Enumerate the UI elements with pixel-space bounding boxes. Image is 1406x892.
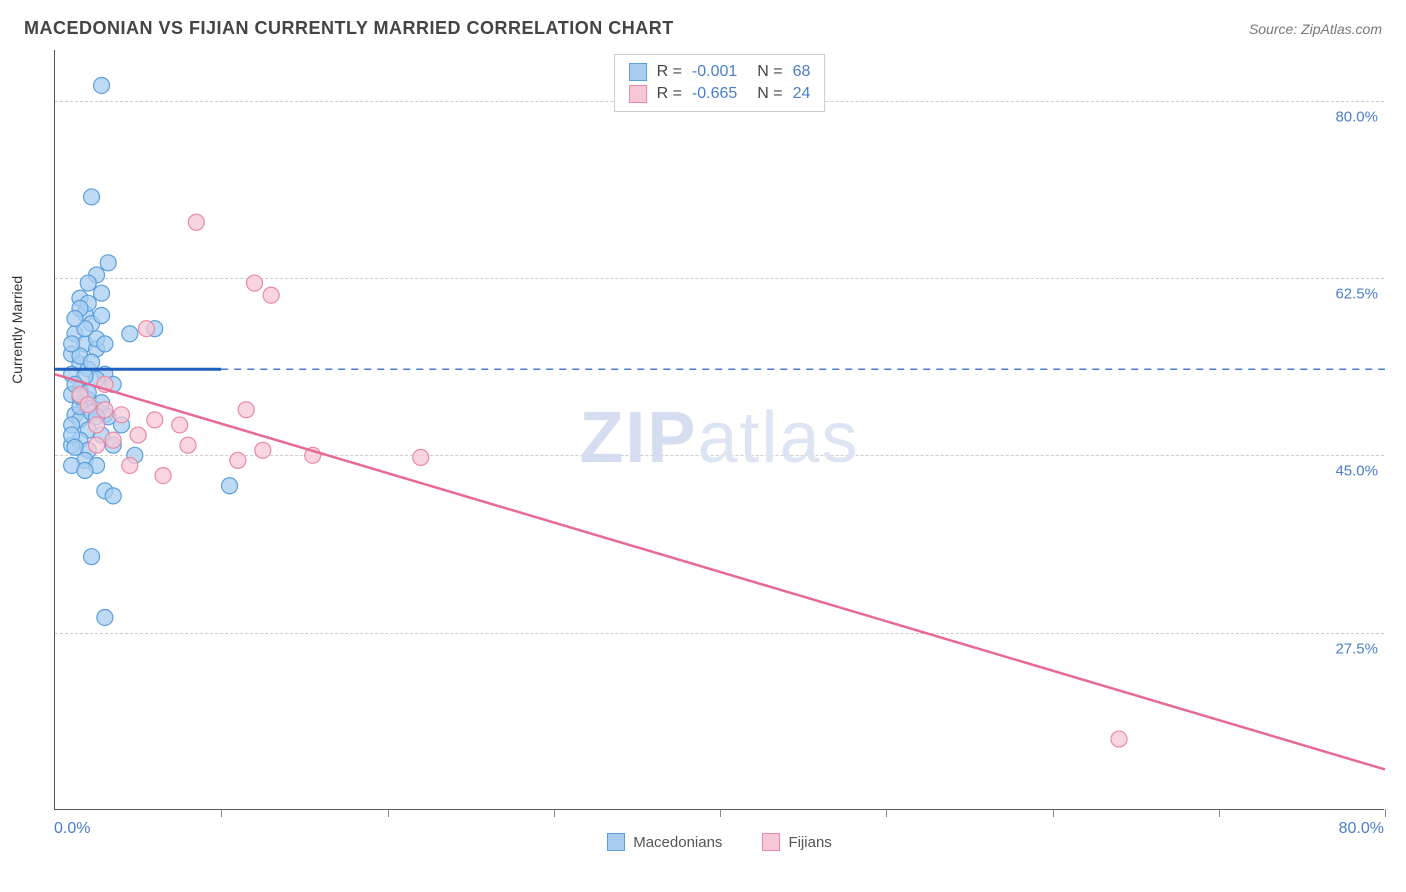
data-point <box>230 452 246 468</box>
data-point <box>94 285 110 301</box>
data-point <box>77 463 93 479</box>
data-point <box>64 336 80 352</box>
data-point <box>247 275 263 291</box>
x-tick <box>1053 809 1054 817</box>
x-tick <box>388 809 389 817</box>
data-point <box>94 307 110 323</box>
legend-row: R = -0.665N = 24 <box>629 83 811 105</box>
x-tick <box>1219 809 1220 817</box>
data-point <box>238 402 254 418</box>
legend-row: R = -0.001N = 68 <box>629 61 811 83</box>
y-axis-label: Currently Married <box>9 275 25 383</box>
x-tick <box>554 809 555 817</box>
data-point <box>84 549 100 565</box>
data-point <box>80 275 96 291</box>
data-point <box>222 478 238 494</box>
data-point <box>263 287 279 303</box>
data-point <box>1111 731 1127 747</box>
chart-area: Currently Married 27.5%45.0%62.5%80.0% Z… <box>54 50 1384 810</box>
data-point <box>188 214 204 230</box>
data-point <box>100 255 116 271</box>
x-tick <box>720 809 721 817</box>
x-tick <box>221 809 222 817</box>
data-point <box>122 457 138 473</box>
legend-swatch <box>629 85 647 103</box>
data-point <box>413 449 429 465</box>
data-point <box>147 412 163 428</box>
x-tick <box>1385 809 1386 817</box>
data-point <box>67 311 83 327</box>
x-max-label: 80.0% <box>1339 820 1384 838</box>
correlation-legend: R = -0.001N = 68R = -0.665N = 24 <box>614 54 826 112</box>
data-point <box>180 437 196 453</box>
data-point <box>97 609 113 625</box>
data-point <box>89 437 105 453</box>
data-point <box>105 432 121 448</box>
data-point <box>122 326 138 342</box>
x-axis-labels: 0.0% 80.0% <box>54 820 1384 838</box>
scatter-plot <box>55 50 1384 809</box>
x-min-label: 0.0% <box>54 820 90 838</box>
chart-source: Source: ZipAtlas.com <box>1249 21 1382 37</box>
data-point <box>114 407 130 423</box>
data-point <box>255 442 271 458</box>
data-point <box>94 77 110 93</box>
plot-frame: Currently Married 27.5%45.0%62.5%80.0% Z… <box>54 50 1384 810</box>
data-point <box>89 417 105 433</box>
chart-title: MACEDONIAN VS FIJIAN CURRENTLY MARRIED C… <box>24 18 674 39</box>
data-point <box>130 427 146 443</box>
data-point <box>97 402 113 418</box>
legend-swatch <box>629 63 647 81</box>
data-point <box>84 189 100 205</box>
trend-line <box>55 374 1385 769</box>
data-point <box>172 417 188 433</box>
x-tick <box>886 809 887 817</box>
data-point <box>67 439 83 455</box>
data-point <box>138 321 154 337</box>
data-point <box>105 488 121 504</box>
chart-header: MACEDONIAN VS FIJIAN CURRENTLY MARRIED C… <box>0 0 1406 45</box>
data-point <box>80 397 96 413</box>
data-point <box>155 468 171 484</box>
data-point <box>97 336 113 352</box>
